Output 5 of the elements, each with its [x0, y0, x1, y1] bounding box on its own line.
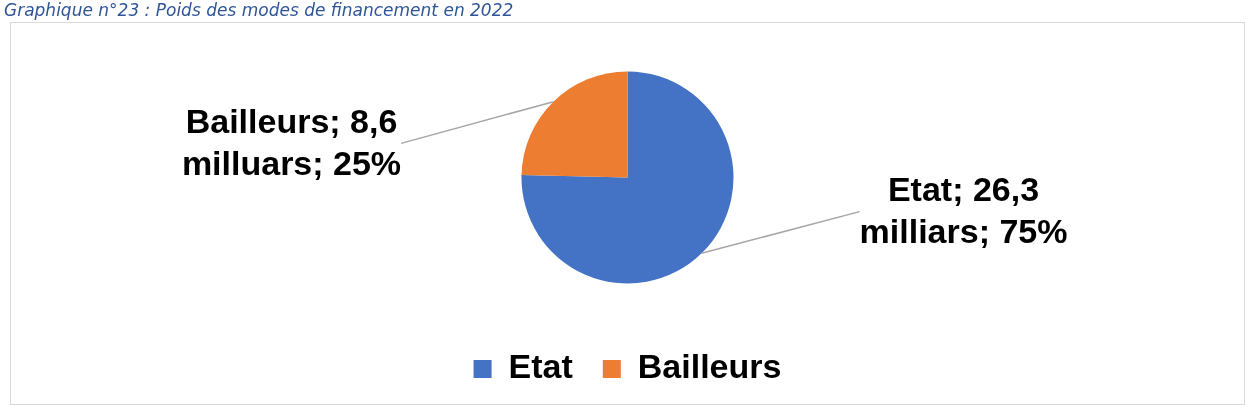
legend-label: Etat — [508, 347, 573, 386]
data-label: Etat; 26,3 milliars; 75% — [859, 169, 1068, 250]
data-label: Bailleurs; 8,6 milluars; 25% — [181, 101, 402, 182]
chart-title: Graphique n°23 : Poids des modes de financement en 2022 — [4, 0, 514, 20]
legend-label: Bailleurs — [637, 347, 782, 386]
